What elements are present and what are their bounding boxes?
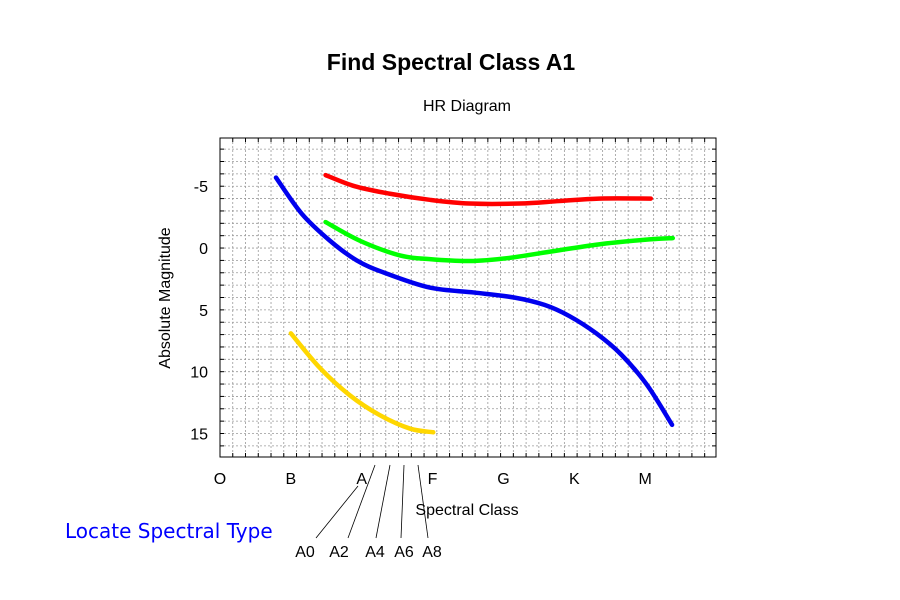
- subtype-pointer-line: [400, 464, 405, 539]
- subtype-label-a4: A4: [365, 544, 385, 561]
- locate-spectral-type-label: Locate Spectral Type: [65, 519, 273, 543]
- x-tick-label: M: [638, 471, 651, 488]
- subtype-pointer-line: [375, 464, 391, 539]
- x-tick-label: F: [428, 471, 438, 488]
- series-group: [273, 172, 676, 435]
- subtype-pointer-line: [347, 464, 376, 539]
- y-tick-label: 10: [190, 365, 208, 382]
- series-line-white-dwarfs: [288, 331, 436, 435]
- y-axis-label: Absolute Magnitude: [157, 227, 174, 369]
- subtype-pointer-line: [417, 464, 429, 539]
- grid: [220, 138, 716, 457]
- y-tick-label: 15: [190, 427, 208, 444]
- x-tick-label: K: [569, 471, 580, 488]
- y-tick-label: -5: [194, 179, 208, 196]
- x-tick-label: G: [497, 471, 509, 488]
- subtype-pointer-line: [315, 485, 359, 539]
- subtype-annotations: A0 A2 A4 A6 A8: [295, 464, 442, 561]
- axis-ticks: O B A F G K M -5 0 5 10 15: [190, 138, 716, 488]
- subtype-label-a6: A6: [394, 544, 414, 561]
- chart-subtitle: HR Diagram: [423, 98, 511, 115]
- x-tick-label: A: [356, 471, 367, 488]
- subtype-label-a2: A2: [329, 544, 349, 561]
- series-line-giants: [323, 219, 676, 264]
- subtype-label-a8: A8: [422, 544, 442, 561]
- series-line-main-sequence: [273, 175, 675, 428]
- chart-title: Find Spectral Class A1: [327, 49, 576, 75]
- x-tick-label: B: [286, 471, 297, 488]
- y-tick-label: 0: [199, 241, 208, 258]
- series-line-supergiants: [323, 172, 654, 207]
- x-tick-label: O: [214, 471, 226, 488]
- y-tick-label: 5: [199, 303, 208, 320]
- subtype-label-a0: A0: [295, 544, 315, 561]
- x-axis-label: Spectral Class: [415, 502, 518, 519]
